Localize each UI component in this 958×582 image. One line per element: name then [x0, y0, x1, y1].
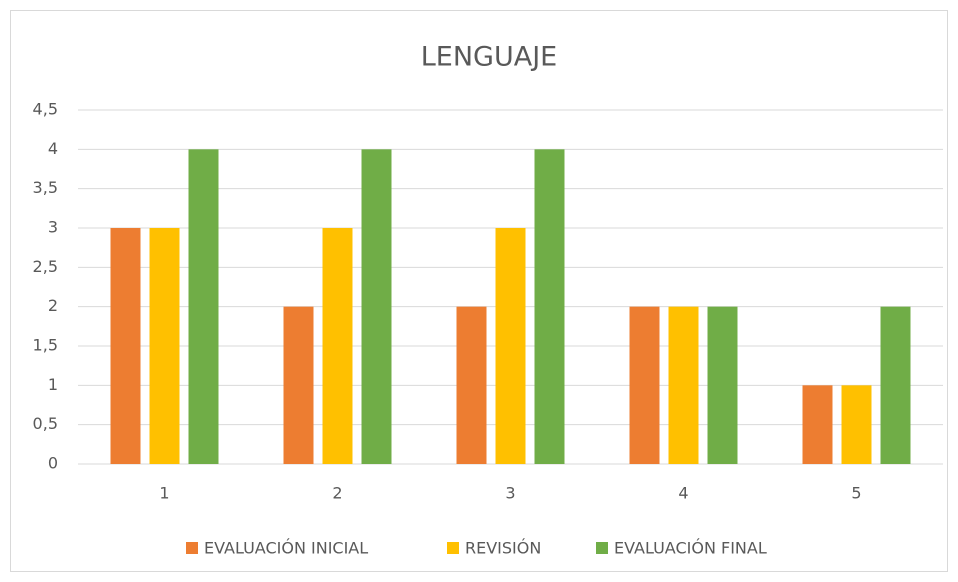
y-tick-label: 0: [48, 454, 58, 473]
bar: [361, 149, 392, 465]
bar: [322, 228, 353, 464]
bar: [456, 306, 487, 464]
y-tick-label: 0,5: [33, 414, 58, 433]
bar: [110, 228, 141, 464]
x-tick-label: 5: [851, 484, 861, 503]
y-tick-label: 3,5: [33, 178, 58, 197]
chart-title: LENGUAJE: [421, 42, 557, 73]
bar: [188, 149, 219, 465]
bar: [629, 306, 660, 464]
bar: [707, 306, 738, 464]
x-tick-label: 3: [505, 484, 515, 503]
bar: [668, 306, 699, 464]
y-tick-label: 1,5: [33, 336, 58, 355]
bar: [149, 228, 180, 464]
bar: [802, 385, 833, 464]
y-tick-label: 2: [48, 296, 58, 315]
y-tick-label: 2,5: [33, 257, 58, 276]
legend-label: EVALUACIÓN FINAL: [614, 539, 767, 558]
legend-swatch: [447, 542, 459, 554]
y-tick-label: 3: [48, 218, 58, 237]
x-tick-label: 1: [159, 484, 169, 503]
x-tick-label: 2: [332, 484, 342, 503]
bar: [841, 385, 872, 464]
bar: [495, 228, 526, 464]
bar: [534, 149, 565, 465]
legend-swatch: [596, 542, 608, 554]
y-tick-label: 4,5: [33, 100, 58, 119]
legend-label: EVALUACIÓN INICIAL: [204, 539, 368, 558]
bar: [283, 306, 314, 464]
y-tick-label: 4: [48, 139, 58, 158]
x-tick-label: 4: [678, 484, 688, 503]
bar: [880, 306, 911, 464]
y-tick-label: 1: [48, 375, 58, 394]
legend-swatch: [186, 542, 198, 554]
legend-label: REVISIÓN: [465, 539, 541, 558]
